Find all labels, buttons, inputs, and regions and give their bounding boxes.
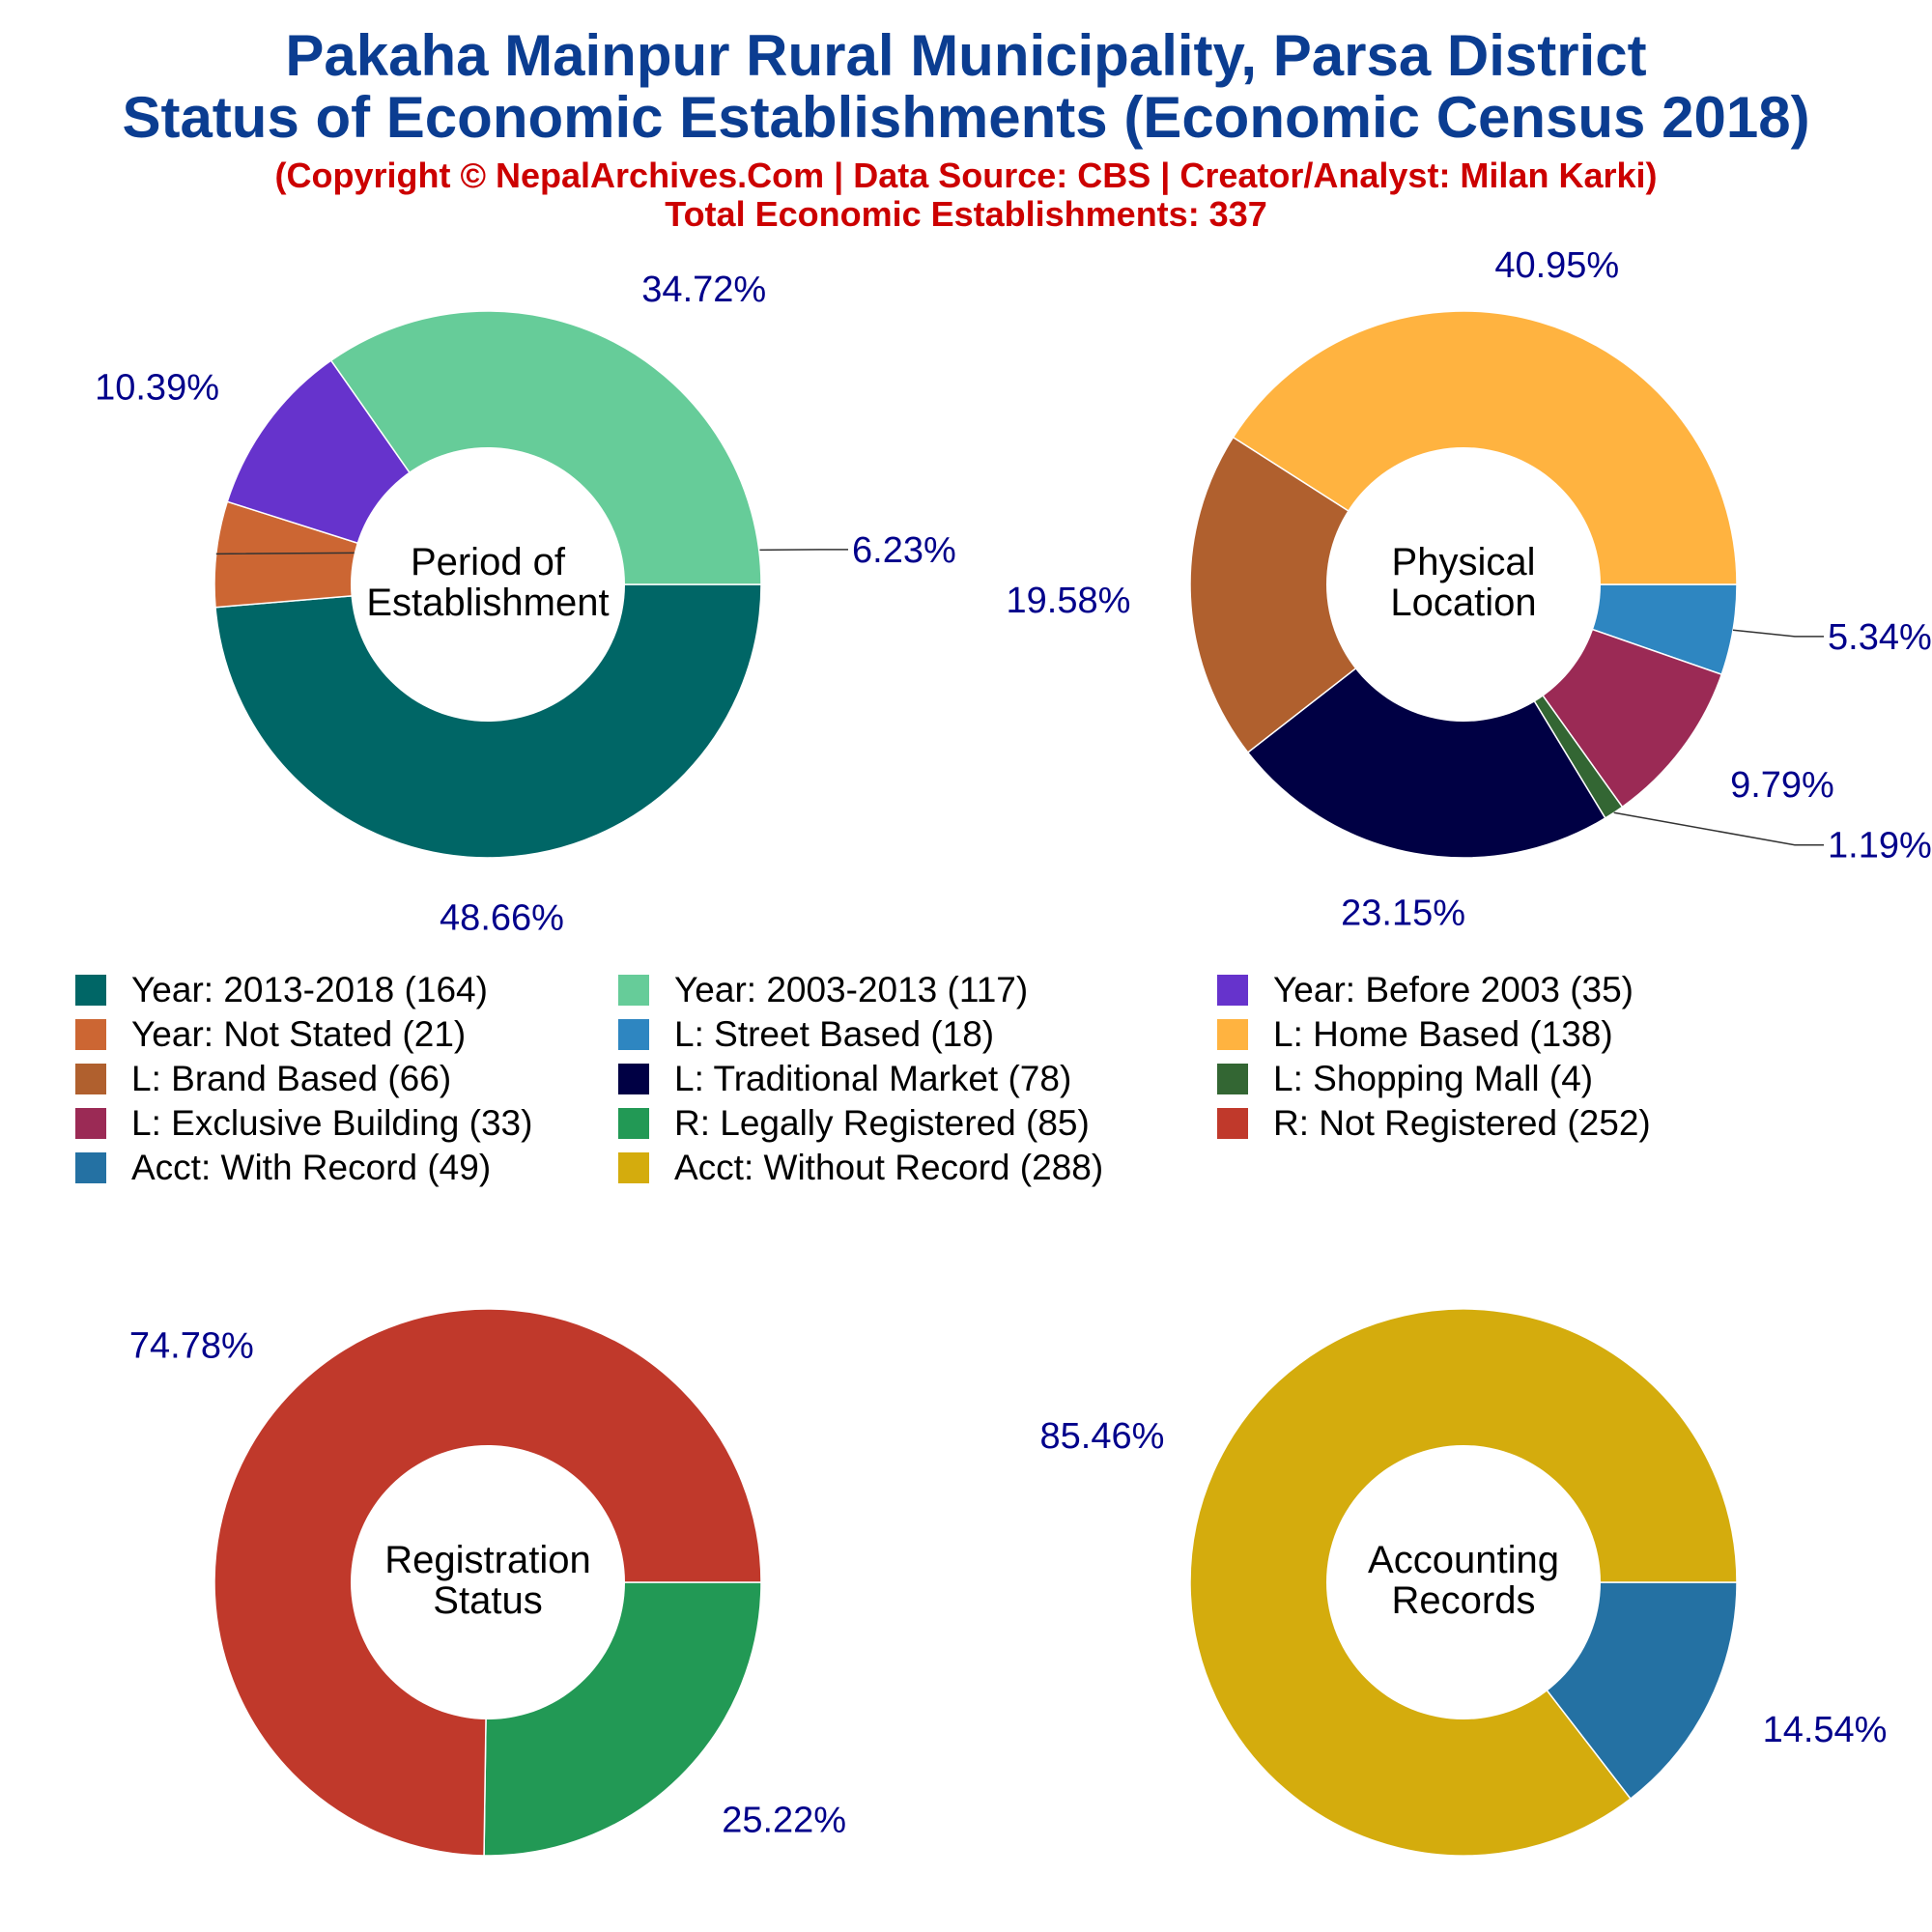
legend-label: Year: Not Stated (21) <box>131 1014 467 1054</box>
total-line: Total Economic Establishments: 337 <box>665 194 1267 234</box>
legend-swatch <box>1217 1019 1248 1050</box>
donut-hole <box>351 1445 625 1719</box>
donut-hole <box>1326 1445 1601 1719</box>
legend-item: R: Not Registered (252) <box>1217 1101 1651 1146</box>
legend-swatch <box>618 1019 649 1050</box>
legend-label: R: Legally Registered (85) <box>674 1103 1090 1143</box>
legend-item: L: Brand Based (66) <box>75 1057 451 1101</box>
legend-swatch <box>75 1019 106 1050</box>
legend-label: L: Brand Based (66) <box>131 1059 452 1098</box>
donut-chart-2: 5.34% 9.79% 1.19% 23.15% 19.58% 40.95% Physica… <box>1007 245 1932 933</box>
legend-label: L: Home Based (138) <box>1273 1014 1613 1054</box>
percent-label: 48.66% <box>440 898 564 939</box>
legend-swatch <box>75 975 106 1006</box>
center-label-line: Physical <box>1392 541 1536 583</box>
percent-label: 19.58% <box>1007 581 1131 621</box>
center-label-line: Location <box>1390 582 1536 624</box>
percent-label: 14.54% <box>1763 1710 1888 1750</box>
percent-label: 9.79% <box>1730 765 1834 806</box>
donut-hole <box>1326 447 1601 722</box>
legend-label: Year: Before 2003 (35) <box>1273 970 1634 1009</box>
legend-swatch <box>618 1064 649 1094</box>
legend-item: Acct: With Record (49) <box>75 1146 491 1190</box>
percent-label: 6.23% <box>852 530 956 571</box>
center-label-line: Accounting <box>1368 1539 1559 1581</box>
percent-label: 5.34% <box>1828 617 1932 658</box>
legend-item: L: Home Based (138) <box>1217 1012 1613 1057</box>
legend-item: Year: Before 2003 (35) <box>1217 968 1634 1012</box>
legend-swatch <box>75 1152 106 1183</box>
legend-swatch <box>618 975 649 1006</box>
chart-title-line1: Pakaha Mainpur Rural Municipality, Parsa… <box>285 23 1647 88</box>
legend-item: L: Traditional Market (78) <box>618 1057 1071 1101</box>
legend-item: L: Shopping Mall (4) <box>1217 1057 1593 1101</box>
donut-hole <box>351 447 625 722</box>
percent-label: 34.72% <box>641 270 766 310</box>
legend-label: L: Exclusive Building (33) <box>131 1103 533 1143</box>
percent-label: 85.46% <box>1040 1416 1165 1457</box>
legend-item: Year: Not Stated (21) <box>75 1012 466 1057</box>
legend-label: L: Street Based (18) <box>674 1014 995 1054</box>
center-label-line: Establishment <box>366 582 609 624</box>
legend-label: L: Shopping Mall (4) <box>1273 1059 1594 1098</box>
leader-line <box>1613 811 1824 846</box>
legend-item: Year: 2003-2013 (117) <box>618 968 1028 1012</box>
legend-swatch <box>618 1152 649 1183</box>
percent-label: 40.95% <box>1494 245 1619 286</box>
leader-line <box>1732 629 1824 638</box>
legend-label: Acct: With Record (49) <box>131 1148 492 1187</box>
chart-title-line2: Status of Economic Establishments (Econo… <box>122 85 1810 150</box>
center-label-line: Registration <box>384 1539 590 1581</box>
legend-swatch <box>75 1064 106 1094</box>
legend-swatch <box>75 1108 106 1139</box>
percent-label: 74.78% <box>129 1325 254 1366</box>
legend-label: L: Traditional Market (78) <box>674 1059 1072 1098</box>
slice-l-traditional-market <box>1246 582 1606 859</box>
legend-swatch <box>1217 1108 1248 1139</box>
slice-year-2003-2013 <box>329 310 762 585</box>
legend-item: L: Exclusive Building (33) <box>75 1101 532 1146</box>
percent-label: 1.19% <box>1828 826 1932 867</box>
legend-swatch <box>1217 975 1248 1006</box>
legend-item: R: Legally Registered (85) <box>618 1101 1090 1146</box>
legend-label: Year: 2003-2013 (117) <box>674 970 1029 1009</box>
legend-item: L: Street Based (18) <box>618 1012 994 1057</box>
donut-chart-1: 48.66% 6.23% 10.39% 34.72% Period ofEstablis… <box>95 270 956 939</box>
legend-label: Acct: Without Record (288) <box>674 1148 1104 1187</box>
percent-label: 23.15% <box>1341 893 1465 933</box>
copyright-line: (Copyright © NepalArchives.Com | Data So… <box>274 156 1658 195</box>
legend-item: Year: 2013-2018 (164) <box>75 968 488 1012</box>
center-label-line: Status <box>433 1579 542 1622</box>
legend-item: Acct: Without Record (288) <box>618 1146 1103 1190</box>
legend-label: R: Not Registered (252) <box>1273 1103 1651 1143</box>
percent-label: 10.39% <box>95 368 219 409</box>
percent-label: 25.22% <box>722 1801 846 1841</box>
legend-label: Year: 2013-2018 (164) <box>131 970 488 1009</box>
legend-swatch <box>1217 1064 1248 1094</box>
center-label-line: Period of <box>411 541 566 583</box>
center-label-line: Records <box>1392 1579 1536 1622</box>
legend-swatch <box>618 1108 649 1139</box>
